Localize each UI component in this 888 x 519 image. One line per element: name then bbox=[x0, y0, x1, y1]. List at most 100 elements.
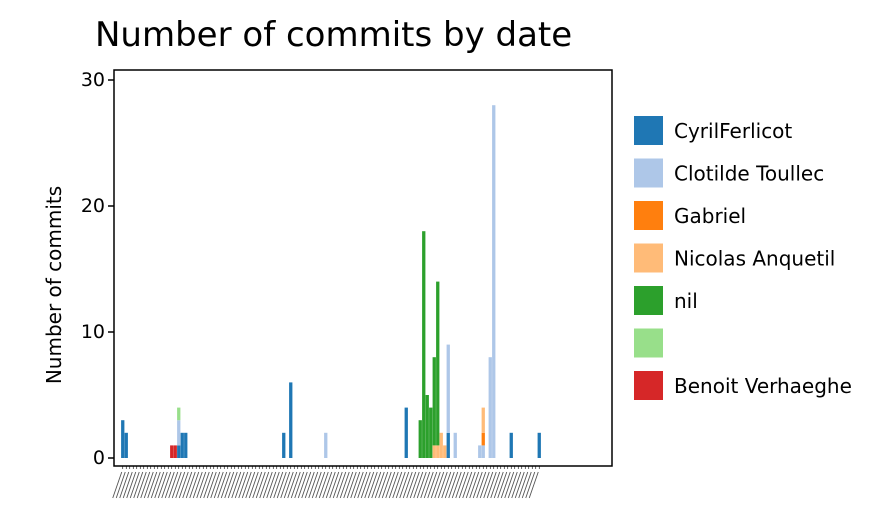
x-tick-label bbox=[308, 471, 319, 499]
x-tick-label bbox=[150, 471, 161, 499]
x-tick-label bbox=[119, 471, 130, 499]
x-tick-label bbox=[311, 471, 322, 499]
x-tick-label bbox=[192, 471, 203, 499]
x-tick-label bbox=[343, 471, 354, 499]
x-tick-label bbox=[434, 471, 445, 499]
x-tick-label bbox=[500, 471, 511, 499]
x-tick-label bbox=[168, 471, 179, 499]
legend-swatch bbox=[634, 286, 663, 315]
x-tick-label bbox=[262, 471, 273, 499]
x-tick-label bbox=[381, 471, 392, 499]
bar-benoit-verhaeghe bbox=[173, 445, 177, 458]
x-tick-label bbox=[241, 471, 252, 499]
x-tick-label bbox=[185, 471, 196, 499]
x-tick-label bbox=[353, 471, 364, 499]
bar-cyrilferlicot bbox=[289, 382, 293, 458]
x-tick-label bbox=[189, 471, 200, 499]
x-tick-label bbox=[462, 471, 473, 499]
x-tick-label bbox=[455, 471, 466, 499]
legend-label: nil bbox=[674, 289, 698, 313]
x-tick-label bbox=[507, 471, 518, 499]
bar-cyrilferlicot bbox=[180, 432, 184, 458]
x-tick-label bbox=[469, 471, 480, 499]
x-tick-label bbox=[514, 471, 525, 499]
y-axis: 0 10 20 30 bbox=[81, 69, 114, 469]
x-tick-label bbox=[273, 471, 284, 499]
x-tick-label bbox=[112, 471, 123, 499]
x-tick-label bbox=[115, 471, 126, 499]
x-tick-label bbox=[266, 471, 277, 499]
x-tick-label bbox=[371, 471, 382, 499]
x-tick-label bbox=[392, 471, 403, 499]
x-tick-label bbox=[122, 471, 133, 499]
x-tick-label bbox=[406, 471, 417, 499]
x-tick-label bbox=[416, 471, 427, 499]
bar-nil bbox=[425, 395, 429, 458]
x-tick-label bbox=[399, 471, 410, 499]
x-tick-label bbox=[175, 471, 186, 499]
x-tick-label bbox=[304, 471, 315, 499]
x-tick-label bbox=[395, 471, 406, 499]
x-tick-label bbox=[136, 471, 147, 499]
x-tick-label bbox=[451, 471, 462, 499]
y-tick-label: 10 bbox=[81, 321, 105, 343]
x-tick-label bbox=[290, 471, 301, 499]
x-tick-label bbox=[234, 471, 245, 499]
x-tick-label bbox=[325, 471, 336, 499]
x-tick-label bbox=[252, 471, 263, 499]
bar-nil bbox=[436, 281, 440, 446]
bar-cyrilferlicot bbox=[177, 445, 181, 458]
bar-nil bbox=[422, 231, 426, 458]
x-tick-label bbox=[126, 471, 137, 499]
x-tick-label bbox=[238, 471, 249, 499]
x-tick-label bbox=[140, 471, 151, 499]
x-tick-label bbox=[444, 471, 455, 499]
x-tick-label bbox=[231, 471, 242, 499]
bar-clotilde-toullec bbox=[488, 357, 492, 458]
bar-nicolas-anquetil bbox=[481, 407, 485, 433]
bar-clotilde-toullec bbox=[446, 344, 450, 433]
x-tick-label bbox=[147, 471, 158, 499]
x-tick-label bbox=[518, 471, 529, 499]
legend-label: Nicolas Anquetil bbox=[674, 247, 835, 271]
x-tick-label bbox=[483, 471, 494, 499]
plot-bars bbox=[121, 105, 541, 458]
bar-nicolas-anquetil bbox=[436, 445, 440, 458]
legend-swatch bbox=[634, 371, 663, 400]
x-tick-label bbox=[301, 471, 312, 499]
x-tick-label bbox=[329, 471, 340, 499]
x-tick-label bbox=[217, 471, 228, 499]
x-tick-label bbox=[143, 471, 154, 499]
x-tick-label bbox=[171, 471, 182, 499]
x-tick-label bbox=[528, 471, 539, 499]
x-tick-label bbox=[161, 471, 172, 499]
x-tick-label bbox=[430, 471, 441, 499]
x-tick-label bbox=[448, 471, 459, 499]
bar-nil bbox=[418, 420, 422, 458]
x-tick-label bbox=[402, 471, 413, 499]
x-tick-label bbox=[388, 471, 399, 499]
legend-label: Benoit Verhaeghe bbox=[674, 374, 852, 398]
x-tick-label bbox=[511, 471, 522, 499]
x-tick-label bbox=[486, 471, 497, 499]
bar-clotilde-toullec bbox=[478, 445, 482, 458]
x-tick-label bbox=[332, 471, 343, 499]
x-tick-label bbox=[465, 471, 476, 499]
bar-cyrilferlicot bbox=[446, 432, 450, 458]
x-tick-label bbox=[378, 471, 389, 499]
bar-clotilde-toullec bbox=[481, 445, 485, 458]
x-tick-label bbox=[413, 471, 424, 499]
x-tick-label bbox=[357, 471, 368, 499]
x-tick-label bbox=[133, 471, 144, 499]
x-tick-label bbox=[220, 471, 231, 499]
x-tick-label bbox=[322, 471, 333, 499]
x-tick-label bbox=[129, 471, 140, 499]
x-tick-label bbox=[269, 471, 280, 499]
x-tick-label bbox=[346, 471, 357, 499]
x-tick-label bbox=[367, 471, 378, 499]
x-tick-label bbox=[525, 471, 536, 499]
bar-clotilde-toullec bbox=[453, 432, 457, 458]
x-tick-label bbox=[476, 471, 487, 499]
x-tick-label bbox=[255, 471, 266, 499]
